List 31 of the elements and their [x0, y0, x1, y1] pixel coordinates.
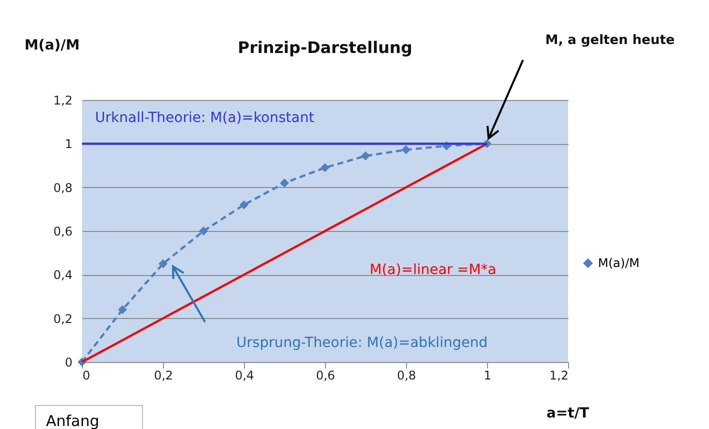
- x-tick-label: 0,6: [316, 368, 336, 382]
- point: [158, 259, 168, 268]
- y-tick-label: 0,4: [53, 268, 72, 282]
- point: [118, 305, 127, 314]
- point: [361, 151, 370, 160]
- point: [199, 226, 208, 236]
- x-tick-label: 0,2: [154, 368, 174, 382]
- x-tick-label: 0,8: [396, 368, 416, 382]
- point: [240, 200, 248, 210]
- chart-title: Prinzip-Darstellung: [238, 38, 412, 57]
- annotation: Urknall-Theorie: M(a)=konstant: [95, 110, 315, 126]
- x-tick-label: 0,4: [234, 368, 254, 382]
- text: Anfang: [35, 405, 143, 429]
- annotation: M(a)=linear =M*a: [370, 262, 496, 278]
- legend-label: M(a)/M: [598, 256, 640, 270]
- y-tick-label: 0,8: [53, 180, 72, 195]
- text: M, a gelten heute: [545, 33, 675, 48]
- y-tick-label: 0,2: [53, 312, 72, 326]
- point: [280, 178, 289, 188]
- x-tick-label: 1: [484, 368, 492, 382]
- point: [402, 145, 410, 154]
- y-tick-label: 1: [64, 137, 72, 152]
- x-axis-title: a=t/T: [546, 406, 590, 422]
- x-tick-label: 0: [82, 368, 90, 382]
- y-tick-label: 0,6: [53, 224, 72, 238]
- y-tick-label: 1,2: [53, 94, 72, 108]
- x-tick-label: 1,2: [549, 368, 568, 382]
- y-tick-label: 0: [64, 356, 72, 370]
- annotation: Ursprung-Theorie: M(a)=abklingend: [236, 335, 488, 351]
- y-axis-title: M(a)/M: [24, 38, 80, 54]
- point: [320, 163, 330, 172]
